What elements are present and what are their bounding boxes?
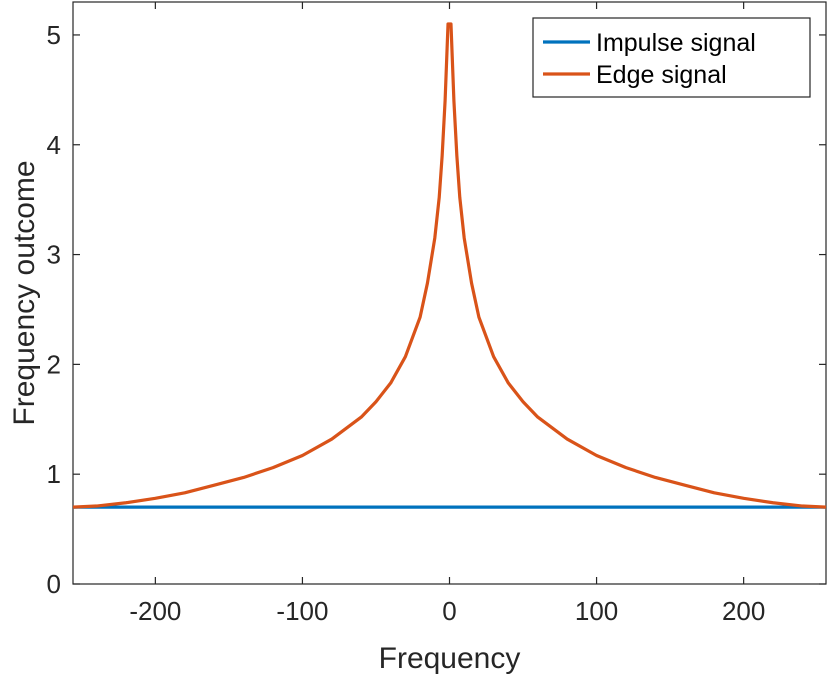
- x-axis-label: Frequency: [379, 642, 521, 675]
- y-tick-label: 0: [47, 569, 61, 599]
- y-tick-label: 1: [47, 459, 61, 489]
- x-tick-label: 100: [575, 596, 618, 626]
- x-tick-label: -100: [276, 596, 328, 626]
- x-tick-label: 0: [442, 596, 456, 626]
- x-tick-label: 200: [722, 596, 765, 626]
- legend-entry-label: Edge signal: [596, 61, 727, 89]
- y-tick-label: 5: [47, 20, 61, 50]
- series-line-edge: [72, 22, 827, 509]
- x-axis-ticks: -200 -100 0 100 200: [129, 2, 765, 626]
- x-tick-label: -200: [129, 596, 181, 626]
- legend-box: [532, 17, 811, 98]
- y-axis-ticks: 0 1 2 3 4 5: [47, 20, 826, 599]
- y-tick-label: 4: [47, 130, 61, 160]
- y-tick-label: 2: [47, 349, 61, 379]
- legend: Impulse signal Edge signal: [532, 17, 811, 98]
- series-lines: [72, 22, 827, 509]
- y-axis-label: Frequency outcome: [8, 160, 41, 425]
- y-tick-label: 3: [47, 240, 61, 270]
- legend-entry-label: Impulse signal: [596, 29, 756, 57]
